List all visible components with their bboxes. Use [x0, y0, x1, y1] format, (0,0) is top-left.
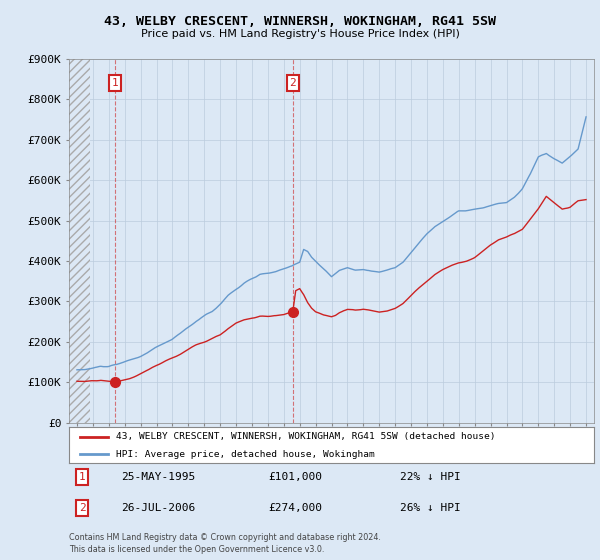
Text: 43, WELBY CRESCENT, WINNERSH, WOKINGHAM, RG41 5SW (detached house): 43, WELBY CRESCENT, WINNERSH, WOKINGHAM,… — [116, 432, 496, 441]
Text: 26-JUL-2006: 26-JUL-2006 — [121, 503, 196, 513]
Text: 26% ↓ HPI: 26% ↓ HPI — [400, 503, 461, 513]
Text: Price paid vs. HM Land Registry's House Price Index (HPI): Price paid vs. HM Land Registry's House … — [140, 29, 460, 39]
Text: 2: 2 — [79, 503, 86, 513]
Text: 1: 1 — [79, 472, 86, 482]
Text: £274,000: £274,000 — [269, 503, 323, 513]
Text: 22% ↓ HPI: 22% ↓ HPI — [400, 472, 461, 482]
Text: £101,000: £101,000 — [269, 472, 323, 482]
Bar — [77, 59, 89, 423]
Text: Contains HM Land Registry data © Crown copyright and database right 2024.
This d: Contains HM Land Registry data © Crown c… — [69, 533, 381, 554]
Text: 43, WELBY CRESCENT, WINNERSH, WOKINGHAM, RG41 5SW: 43, WELBY CRESCENT, WINNERSH, WOKINGHAM,… — [104, 15, 496, 28]
Text: HPI: Average price, detached house, Wokingham: HPI: Average price, detached house, Woki… — [116, 450, 375, 459]
Bar — [69, 59, 77, 423]
Text: 2: 2 — [289, 78, 296, 88]
Text: 1: 1 — [112, 78, 118, 88]
Text: 25-MAY-1995: 25-MAY-1995 — [121, 472, 196, 482]
